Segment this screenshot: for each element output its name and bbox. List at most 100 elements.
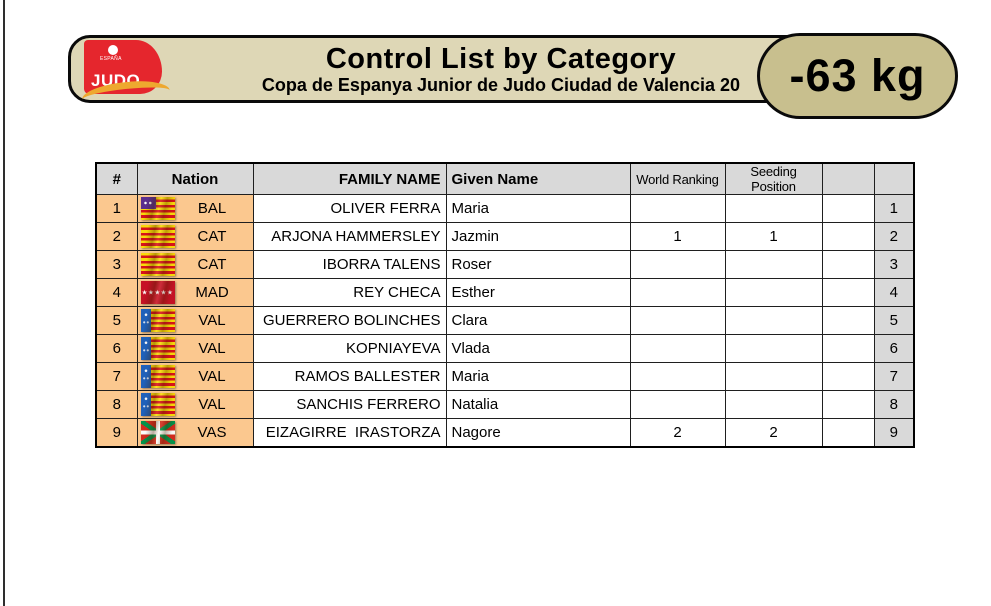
- col-header-blank: [821, 162, 875, 195]
- table-header-row: # Nation FAMILY NAME Given Name World Ra…: [95, 162, 915, 195]
- world-ranking-cell: [629, 334, 726, 363]
- table-row: 9 VAS EIZAGIRRE IRASTORZA Nagore 2 2 9: [95, 418, 915, 447]
- flag-val-icon: [140, 337, 175, 360]
- family-name-cell: EIZAGIRRE IRASTORZA: [252, 418, 447, 447]
- nation-code-label: VAL: [198, 368, 226, 385]
- control-list-table: # Nation FAMILY NAME Given Name World Ra…: [95, 162, 915, 448]
- given-name-cell: Jazmin: [445, 222, 631, 251]
- weight-badge-label: -63 kg: [789, 50, 926, 101]
- family-name-cell: RAMOS BALLESTER: [252, 362, 447, 391]
- blank-cell: [821, 306, 875, 335]
- given-name-cell: Maria: [445, 362, 631, 391]
- world-ranking-cell: [629, 306, 726, 335]
- nation-code-label: VAS: [197, 423, 227, 441]
- table-row: 6 VAL KOPNIAYEVA Vlada 6: [95, 334, 915, 363]
- given-name-cell: Nagore: [445, 418, 631, 447]
- logo-ball-icon: [108, 45, 118, 55]
- nation-code-label: VAL: [198, 340, 226, 357]
- nation-cell: VAL: [136, 390, 254, 419]
- nation-code-label: VAL: [198, 396, 226, 413]
- family-name-cell: KOPNIAYEVA: [252, 334, 447, 363]
- seeding-position-cell: [724, 334, 823, 363]
- competitor-number-cell: 6: [95, 334, 138, 363]
- competitor-number-cell: 9: [95, 418, 138, 447]
- nation-cell: CAT: [136, 222, 254, 251]
- nation-cell: BAL: [136, 194, 254, 223]
- seeding-position-cell: [724, 306, 823, 335]
- row-number-cell: 8: [873, 390, 915, 419]
- flag-val-icon: [140, 309, 175, 332]
- flag-mad-icon: [140, 281, 175, 304]
- given-name-cell: Vlada: [445, 334, 631, 363]
- blank-cell: [821, 250, 875, 279]
- given-name-cell: Maria: [445, 194, 631, 223]
- family-name-cell: ARJONA HAMMERSLEY: [252, 222, 447, 251]
- page-border-line: [3, 0, 5, 606]
- table-row: 8 VAL SANCHIS FERRERO Natalia 8: [95, 390, 915, 419]
- family-name-cell: SANCHIS FERRERO: [252, 390, 447, 419]
- weight-category-badge: -63 kg: [757, 33, 958, 119]
- col-header-seq: [873, 162, 915, 195]
- blank-cell: [821, 362, 875, 391]
- nation-code-label: CAT: [197, 256, 227, 273]
- col-header-family-name: FAMILY NAME: [252, 162, 447, 195]
- nation-cell: CAT: [136, 250, 254, 279]
- nation-code-label: BAL: [197, 200, 227, 217]
- seeding-position-cell: [724, 390, 823, 419]
- seeding-position-cell: [724, 278, 823, 307]
- world-ranking-cell: [629, 250, 726, 279]
- world-ranking-cell: [629, 194, 726, 223]
- row-number-cell: 3: [873, 250, 915, 279]
- table-row: 2 CAT ARJONA HAMMERSLEY Jazmin 1 1 2: [95, 222, 915, 251]
- nation-cell: VAS: [136, 418, 254, 447]
- col-header-number: #: [95, 162, 138, 195]
- seeding-position-cell: [724, 362, 823, 391]
- table-row: 4 MAD REY CHECA Esther 4: [95, 278, 915, 307]
- competitor-number-cell: 3: [95, 250, 138, 279]
- blank-cell: [821, 222, 875, 251]
- given-name-cell: Esther: [445, 278, 631, 307]
- col-header-seeding-position: Seeding Position: [724, 162, 823, 195]
- competitor-number-cell: 8: [95, 390, 138, 419]
- world-ranking-cell: [629, 362, 726, 391]
- col-header-given-name: Given Name: [445, 162, 631, 195]
- nation-cell: VAL: [136, 362, 254, 391]
- world-ranking-cell: 1: [629, 222, 726, 251]
- nation-cell: MAD: [136, 278, 254, 307]
- judo-logo: ESPAÑA JUDO: [80, 40, 172, 113]
- given-name-cell: Roser: [445, 250, 631, 279]
- table-row: 1 BAL OLIVER FERRA Maria 1: [95, 194, 915, 223]
- given-name-cell: Natalia: [445, 390, 631, 419]
- flag-cat-icon: [140, 253, 175, 276]
- blank-cell: [821, 278, 875, 307]
- logo-red-shape: ESPAÑA JUDO: [84, 40, 162, 94]
- blank-cell: [821, 390, 875, 419]
- family-name-cell: GUERRERO BOLINCHES: [252, 306, 447, 335]
- logo-judo-label: JUDO: [91, 71, 141, 90]
- nation-code-label: MAD: [195, 284, 229, 301]
- seeding-position-cell: 1: [724, 222, 823, 251]
- row-number-cell: 6: [873, 334, 915, 363]
- competitor-number-cell: 7: [95, 362, 138, 391]
- nation-cell: VAL: [136, 306, 254, 335]
- flag-val-icon: [140, 393, 175, 416]
- blank-cell: [821, 334, 875, 363]
- seeding-position-cell: 2: [724, 418, 823, 447]
- flag-cat-icon: [140, 225, 175, 248]
- world-ranking-cell: 2: [629, 418, 726, 447]
- family-name-cell: IBORRA TALENS: [252, 250, 447, 279]
- logo-espana-label: ESPAÑA: [100, 56, 122, 62]
- world-ranking-cell: [629, 278, 726, 307]
- flag-val-icon: [140, 365, 175, 388]
- col-header-world-ranking: World Ranking: [629, 162, 726, 195]
- table-row: 5 VAL GUERRERO BOLINCHES Clara 5: [95, 306, 915, 335]
- row-number-cell: 1: [873, 194, 915, 223]
- competitor-number-cell: 2: [95, 222, 138, 251]
- family-name-cell: REY CHECA: [252, 278, 447, 307]
- page-title: Control List by Category: [325, 43, 677, 75]
- nation-code-label: CAT: [197, 228, 227, 245]
- world-ranking-cell: [629, 390, 726, 419]
- given-name-cell: Clara: [445, 306, 631, 335]
- flag-vas-icon: [140, 420, 175, 444]
